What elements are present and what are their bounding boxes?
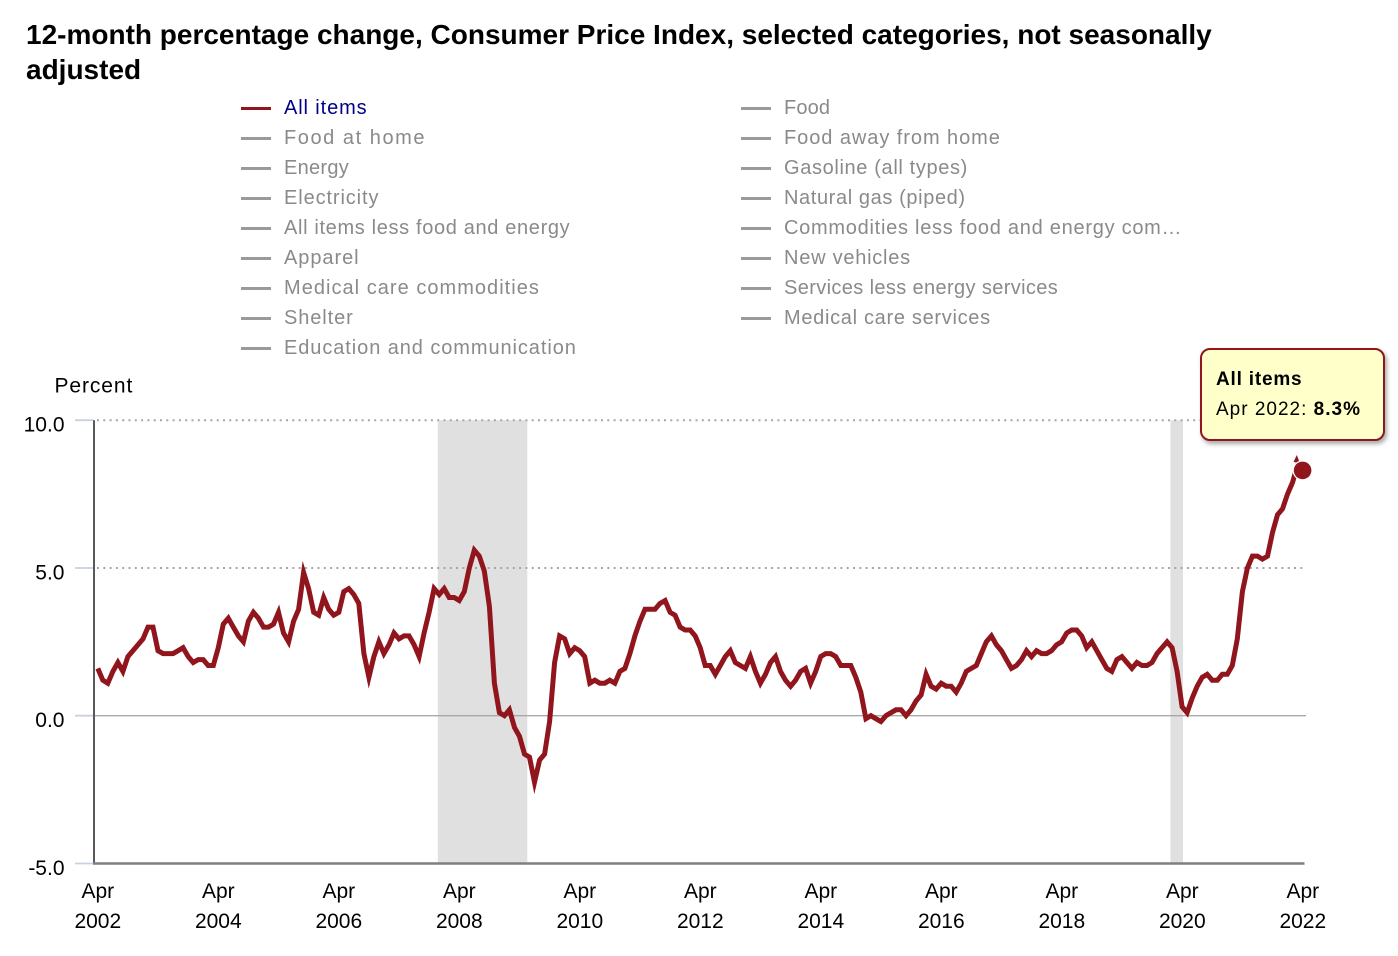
svg-text:2020: 2020 xyxy=(1159,910,1206,933)
svg-text:-5.0: -5.0 xyxy=(28,857,64,880)
svg-text:Apr: Apr xyxy=(684,880,717,903)
svg-text:Apr: Apr xyxy=(563,880,596,903)
svg-text:Apr: Apr xyxy=(1045,880,1078,903)
svg-text:5.0: 5.0 xyxy=(35,562,64,585)
svg-text:2006: 2006 xyxy=(315,910,362,933)
svg-text:2018: 2018 xyxy=(1038,910,1085,933)
svg-text:Apr: Apr xyxy=(1286,880,1319,903)
svg-text:Apr: Apr xyxy=(925,880,958,903)
svg-text:2012: 2012 xyxy=(677,910,724,933)
svg-text:Apr: Apr xyxy=(322,880,355,903)
svg-text:Apr: Apr xyxy=(81,880,114,903)
svg-text:Percent: Percent xyxy=(55,374,134,397)
svg-text:0.0: 0.0 xyxy=(35,709,64,732)
svg-text:2002: 2002 xyxy=(74,910,121,933)
svg-text:Apr: Apr xyxy=(202,880,235,903)
svg-text:Apr: Apr xyxy=(804,880,837,903)
svg-text:10.0: 10.0 xyxy=(24,414,65,437)
svg-text:2022: 2022 xyxy=(1279,910,1326,933)
svg-text:2014: 2014 xyxy=(797,910,844,933)
svg-text:2010: 2010 xyxy=(556,910,603,933)
svg-text:Apr: Apr xyxy=(1166,880,1199,903)
svg-text:2008: 2008 xyxy=(436,910,483,933)
svg-text:Apr: Apr xyxy=(443,880,476,903)
svg-text:2004: 2004 xyxy=(195,910,242,933)
svg-text:2016: 2016 xyxy=(918,910,965,933)
